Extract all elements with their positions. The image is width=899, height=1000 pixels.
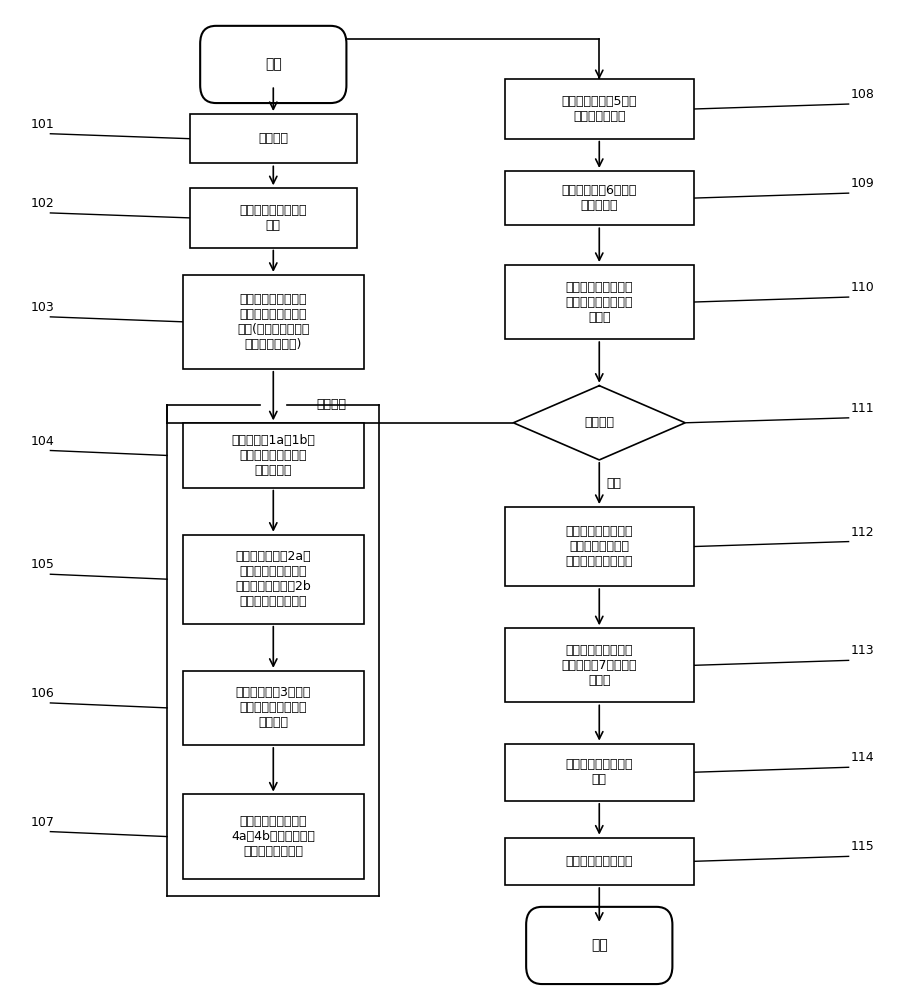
Text: 打开电源开关，上电
操作: 打开电源开关，上电 操作 — [239, 204, 307, 232]
Text: 心电采集电极3置于患
者的前胸部位的心脏
区域附近: 心电采集电极3置于患 者的前胸部位的心脏 区域附近 — [236, 686, 311, 729]
Text: 109: 109 — [850, 177, 874, 190]
Text: 106: 106 — [31, 687, 55, 700]
Text: 将脑电采集电极2a放
置在患者脑部前额中
心，脑电采集电极2b
放置在右侧乳突骨处: 将脑电采集电极2a放 置在患者脑部前额中 心，脑电采集电极2b 放置在右侧乳突骨… — [236, 550, 311, 608]
Text: 电刺激治疗结束，点
击显示屏幕7，输出治
疗报告: 电刺激治疗结束，点 击显示屏幕7，输出治 疗报告 — [562, 644, 637, 687]
FancyBboxPatch shape — [504, 507, 694, 586]
Text: 关闭电源，结束治疗: 关闭电源，结束治疗 — [565, 855, 633, 868]
FancyBboxPatch shape — [183, 671, 363, 745]
Text: 114: 114 — [850, 751, 874, 764]
Text: 105: 105 — [31, 558, 55, 571]
Polygon shape — [513, 386, 685, 460]
Text: 104: 104 — [31, 435, 55, 448]
Text: 将放电电极1a和1b涂
导电胶后放置在患者
额颞区两侧: 将放电电极1a和1b涂 导电胶后放置在患者 额颞区两侧 — [231, 434, 316, 477]
Text: 安全测试: 安全测试 — [584, 416, 614, 429]
FancyBboxPatch shape — [526, 907, 672, 984]
Text: 将呼吸频次采集电极
4a、4b置于患者的前
胸胸廓呈对角安放: 将呼吸频次采集电极 4a、4b置于患者的前 胸胸廓呈对角安放 — [231, 815, 316, 858]
Text: 115: 115 — [850, 840, 874, 853]
Text: 103: 103 — [31, 301, 55, 314]
Text: 101: 101 — [31, 118, 55, 131]
Text: 将光电传感器6套在患
者的手指上: 将光电传感器6套在患 者的手指上 — [562, 184, 637, 212]
FancyBboxPatch shape — [200, 26, 346, 103]
FancyBboxPatch shape — [504, 171, 694, 225]
Text: 接通电源: 接通电源 — [258, 132, 289, 145]
Text: 107: 107 — [31, 816, 55, 829]
Text: 初始化设置，输入患
者信息，设置电刺激
模式(刺激频率、刺激
脉宽、刺激电量): 初始化设置，输入患 者信息，设置电刺激 模式(刺激频率、刺激 脉宽、刺激电量) — [237, 293, 309, 351]
Text: 110: 110 — [850, 281, 874, 294]
Text: 拔除放电电极及监测
装置: 拔除放电电极及监测 装置 — [565, 758, 633, 786]
Text: 通过: 通过 — [606, 477, 621, 490]
Text: 112: 112 — [850, 526, 874, 539]
FancyBboxPatch shape — [183, 794, 363, 879]
FancyBboxPatch shape — [183, 535, 363, 624]
Text: 将血压监测袖带5绑定
在患者的手臂处: 将血压监测袖带5绑定 在患者的手臂处 — [562, 95, 637, 123]
FancyBboxPatch shape — [504, 265, 694, 339]
FancyBboxPatch shape — [183, 423, 363, 488]
FancyBboxPatch shape — [190, 188, 357, 248]
Text: 113: 113 — [850, 644, 874, 657]
FancyBboxPatch shape — [190, 114, 357, 163]
Text: 102: 102 — [31, 197, 55, 210]
Text: 108: 108 — [850, 88, 874, 101]
Text: 专业医师使用麻醉药
物及肌肉松弛剂作用
于患者: 专业医师使用麻醉药 物及肌肉松弛剂作用 于患者 — [565, 281, 633, 324]
FancyBboxPatch shape — [504, 838, 694, 885]
FancyBboxPatch shape — [504, 628, 694, 702]
Text: 111: 111 — [850, 402, 874, 415]
Text: 没有通过: 没有通过 — [316, 398, 346, 411]
Text: 获得麻醉医师同意后
点击治疗图标并确
认，进行电刺激治疗: 获得麻醉医师同意后 点击治疗图标并确 认，进行电刺激治疗 — [565, 525, 633, 568]
Text: 结束: 结束 — [591, 938, 608, 952]
FancyBboxPatch shape — [183, 275, 363, 369]
Text: 开始: 开始 — [265, 57, 281, 71]
FancyBboxPatch shape — [504, 744, 694, 801]
FancyBboxPatch shape — [504, 79, 694, 139]
